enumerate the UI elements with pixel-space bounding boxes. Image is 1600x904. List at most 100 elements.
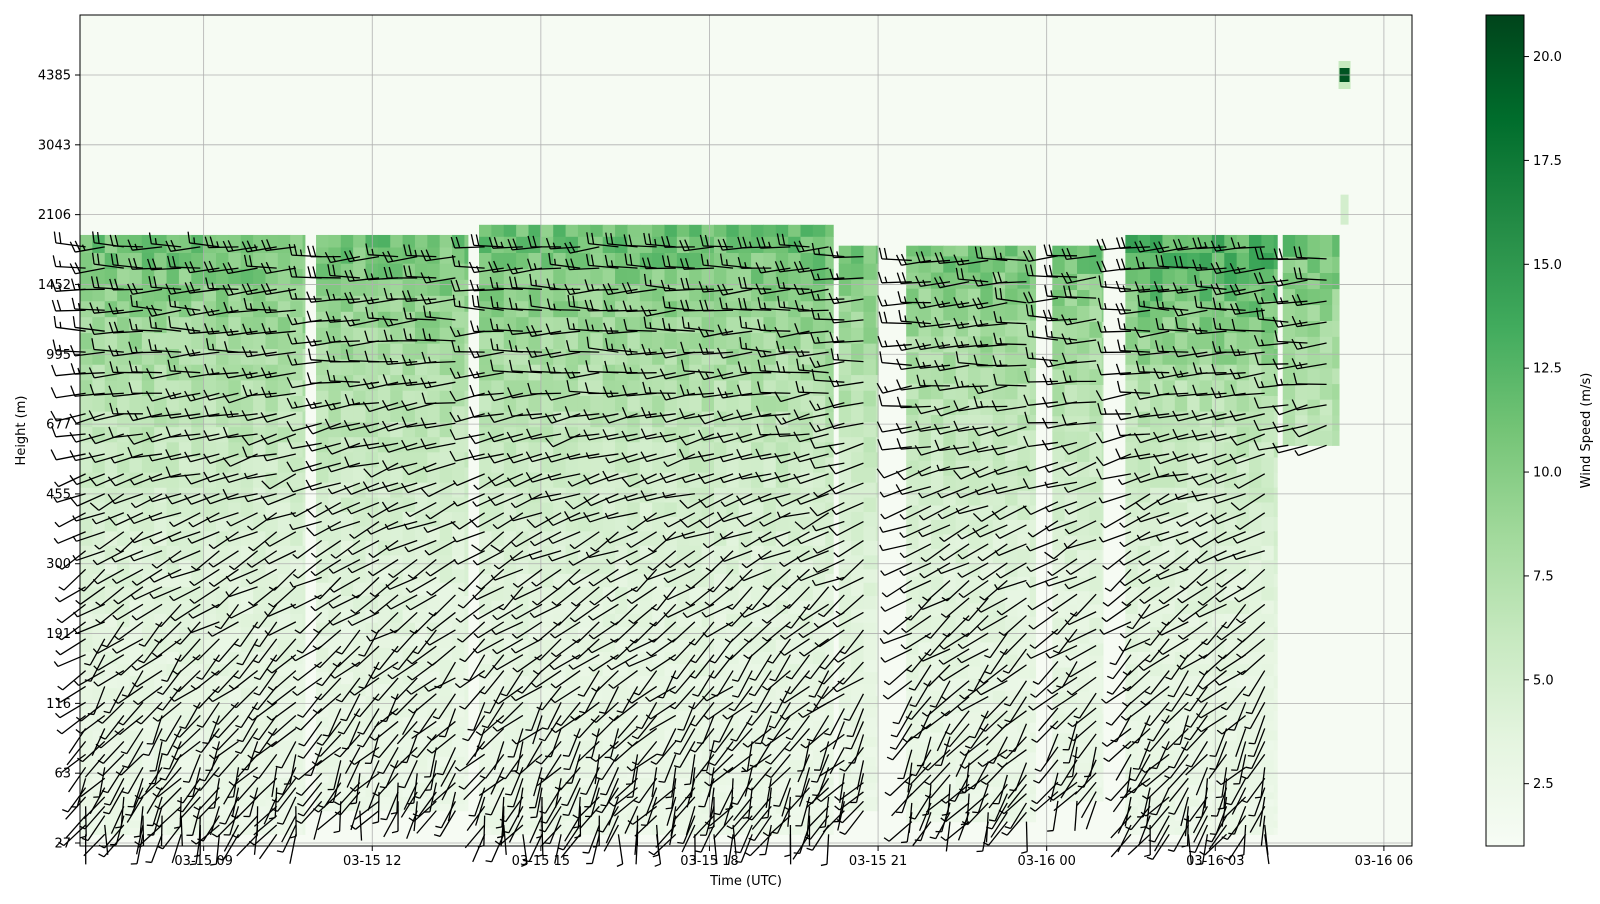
heatmap-cell [303, 348, 306, 364]
heatmap-cell [179, 545, 192, 560]
heatmap-cell [1102, 384, 1104, 400]
heatmap-cell [906, 800, 919, 808]
heatmap-cell [341, 279, 354, 296]
heatmap-cell [615, 332, 628, 349]
heatmap-cell [403, 582, 416, 596]
heatmap-cell [216, 301, 229, 318]
wind-barb-half-feather [57, 619, 62, 623]
heatmap-cell [1005, 534, 1018, 549]
heatmap-cell [1077, 384, 1090, 400]
heatmap-cell [1005, 505, 1018, 520]
heatmap-cell [179, 348, 192, 364]
heatmap-cell [968, 505, 981, 520]
heatmap-cell [1224, 820, 1237, 828]
heatmap-cell [154, 269, 167, 286]
heatmap-cell [191, 545, 204, 560]
heatmap-cell [167, 688, 180, 701]
heatmap-cell [1125, 285, 1138, 302]
heatmap-cell [603, 395, 616, 411]
heatmap-cell [1320, 399, 1333, 415]
heatmap-cell [1102, 762, 1104, 772]
heatmap-cell [590, 269, 603, 286]
heatmap-cell [265, 600, 278, 614]
heatmap-cell [1077, 246, 1090, 258]
heatmap-cell [228, 600, 241, 614]
heatmap-cell [1017, 712, 1030, 722]
heatmap-cell [129, 457, 142, 473]
heatmap-cell [452, 671, 465, 684]
heatmap-cell [788, 651, 801, 664]
heatmap-cell [403, 647, 416, 660]
heatmap-cell [1150, 613, 1163, 627]
heatmap-cell [919, 690, 932, 703]
heatmap-cell [863, 766, 876, 776]
heatmap-cell [265, 545, 278, 560]
heatmap-cell [1102, 506, 1104, 521]
heatmap-cell [1261, 560, 1274, 574]
heatmap-cell [204, 285, 217, 302]
heatmap-cell [839, 696, 852, 708]
heatmap-cell [1102, 369, 1104, 385]
heatmap-cell [117, 269, 130, 286]
heatmap-cell [801, 225, 814, 237]
heatmap-cell [1261, 395, 1274, 411]
heatmap-cell [464, 746, 468, 756]
heatmap-cell [1187, 502, 1200, 517]
heatmap-cell [931, 475, 944, 491]
heatmap-cell [1274, 600, 1278, 614]
heatmap-cell [1274, 457, 1278, 473]
heatmap-cell [1249, 730, 1262, 740]
heatmap-cell [117, 332, 130, 349]
heatmap-cell [931, 807, 944, 815]
heatmap-cell [1332, 430, 1339, 446]
heatmap-cell [1283, 235, 1296, 257]
heatmap-cell [714, 720, 727, 730]
heatmap-cell [863, 555, 876, 570]
heatmap-cell [105, 332, 118, 349]
heatmap-cell [1030, 786, 1036, 794]
heatmap-cell [739, 395, 752, 411]
heatmap-cell [652, 676, 665, 689]
wind-barb-half-feather [56, 650, 60, 654]
heatmap-cell [316, 295, 329, 312]
heatmap-cell [689, 252, 702, 269]
heatmap-cell [906, 383, 919, 399]
heatmap-cell [1212, 269, 1225, 286]
heatmap-cell [1030, 460, 1036, 476]
heatmap-cell [1274, 700, 1278, 711]
heatmap-cell [353, 696, 366, 708]
heatmap-cell [167, 600, 180, 614]
heatmap-cell [1187, 639, 1200, 652]
heatmap-cell [863, 374, 876, 390]
heatmap-cell [479, 364, 492, 380]
heatmap-cell [216, 730, 229, 740]
heatmap-cell [491, 587, 504, 601]
heatmap-cell [316, 511, 329, 526]
heatmap-cell [278, 235, 291, 253]
heatmap-cell [839, 775, 852, 783]
heatmap-cell [1274, 769, 1278, 778]
heatmap-cell [1077, 733, 1090, 743]
heatmap-cell [105, 813, 118, 821]
heatmap-cell [142, 332, 155, 349]
heatmap-cell [142, 560, 155, 574]
heatmap-cell [440, 595, 453, 609]
heatmap-cell [440, 343, 453, 359]
heatmap-cell [1200, 740, 1213, 750]
heatmap-cell [303, 778, 306, 786]
heatmap-cell [813, 225, 826, 237]
heatmap-cell [491, 252, 504, 269]
heatmap-cell [1089, 604, 1102, 618]
heatmap-cell [553, 332, 566, 349]
heatmap-cell [1274, 663, 1278, 676]
heatmap-cell [241, 613, 254, 627]
heatmap-cell [627, 560, 640, 574]
heatmap-cell [92, 269, 105, 286]
heatmap-cell [627, 269, 640, 286]
heatmap-cell [1102, 353, 1104, 369]
heatmap-cell [1332, 415, 1339, 431]
heatmap-cell [253, 457, 266, 473]
heatmap-cell [1125, 750, 1138, 760]
heatmap-cell [788, 545, 801, 560]
heatmap-cell [390, 555, 403, 570]
